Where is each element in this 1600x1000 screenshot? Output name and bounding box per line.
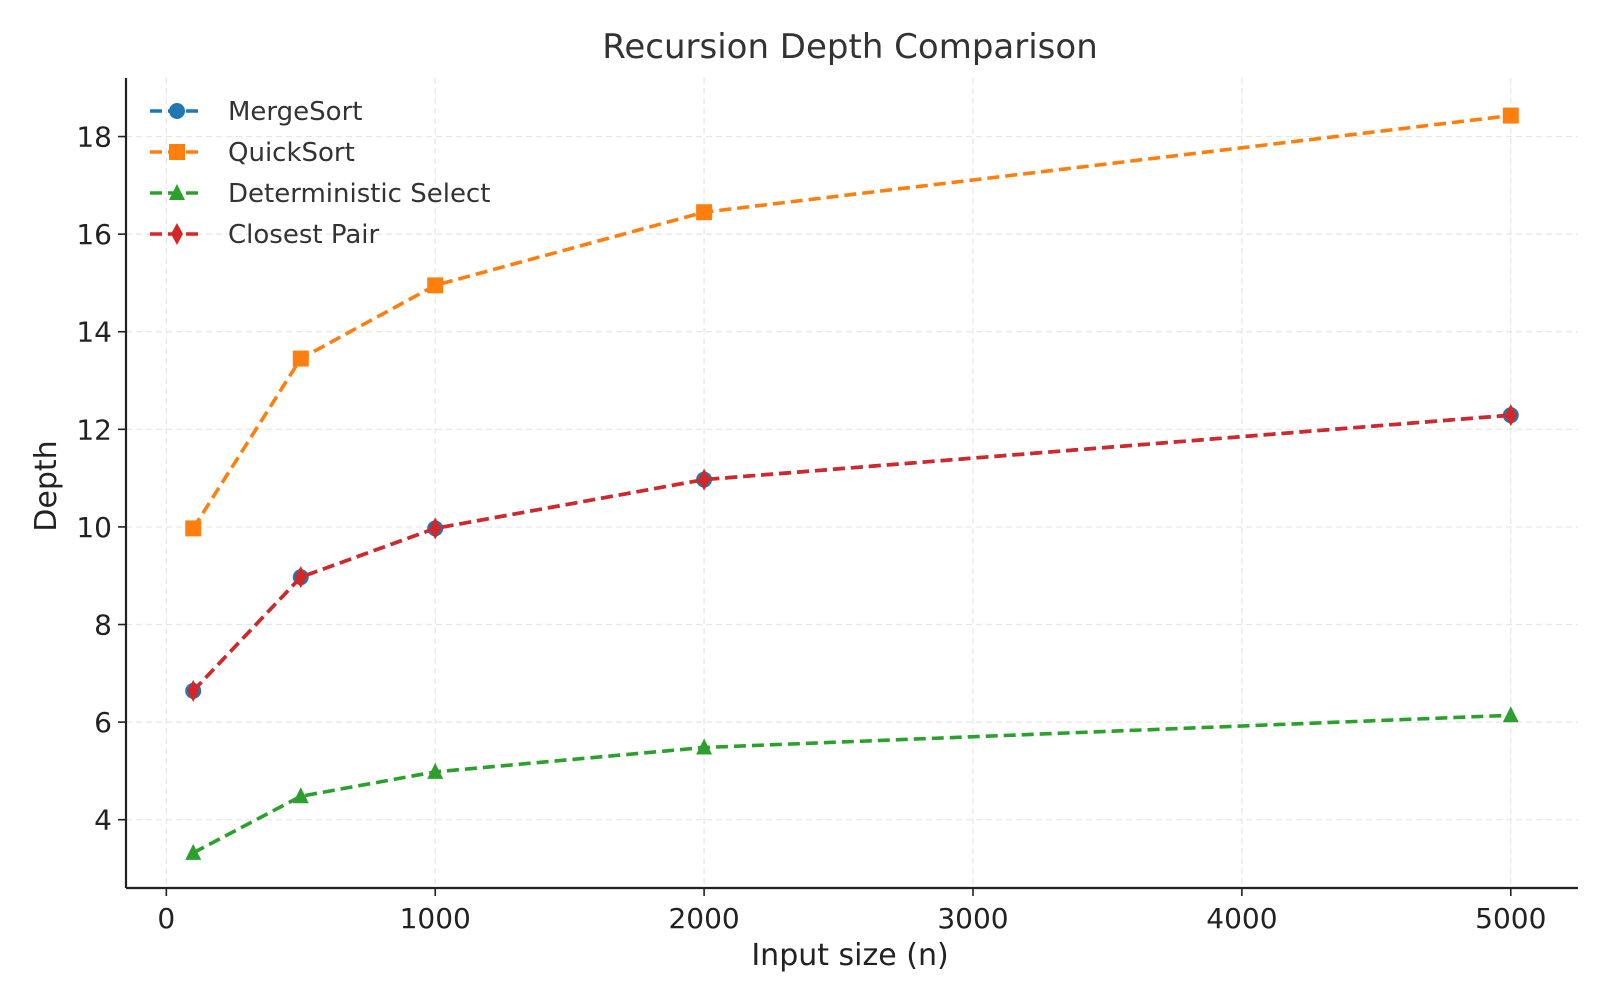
data-point-quicksort [1502,107,1519,124]
x-tick-label: 1000 [400,902,471,935]
data-point-deterministic-select [1502,706,1519,723]
data-point-quicksort [696,204,713,221]
data-point-deterministic-select [696,738,713,755]
legend-label-deterministic-select: Deterministic Select [228,179,490,209]
y-tick-label: 12 [76,413,112,446]
y-tick-label: 8 [94,609,112,642]
y-tick-label: 18 [76,121,112,154]
y-tick-label: 16 [76,218,112,251]
y-axis-label: Depth [29,440,64,531]
series-line-deterministic-select [192,713,1511,855]
legend-label-mergesort: MergeSort [228,97,362,127]
series-line-closest-pair [191,413,1511,693]
legend-marker-deterministic-select [169,184,185,200]
legend-item-closest-pair: Closest Pair [150,220,379,250]
data-point-quicksort [185,520,202,537]
series-line-quicksort [191,113,1511,530]
axes: 0 1000 2000 3000 4000 5000 4 6 8 10 12 14 16 18 [76,78,1578,935]
data-point-closest-pair [294,566,307,589]
data-point-deterministic-select [185,843,202,860]
y-tick-label: 14 [76,316,112,349]
legend-item-quicksort: QuickSort [150,138,355,168]
y-tick-label: 6 [94,706,112,739]
x-tick-label: 0 [157,902,175,935]
x-tick-label: 2000 [668,902,739,935]
x-tick-label: 4000 [1206,902,1277,935]
legend: MergeSort QuickSort Deterministic Select Cl… [150,97,490,250]
series-deterministic-select [185,706,1519,860]
data-point-closest-pair [429,517,442,540]
legend-marker-quicksort [169,144,185,160]
data-point-closest-pair [1504,404,1517,427]
legend-label-quicksort: QuickSort [228,138,355,168]
legend-marker-closest-pair [171,223,183,245]
series-quicksort [185,107,1519,537]
legend-item-mergesort: MergeSort [150,97,362,127]
y-tick-label: 4 [94,804,112,837]
legend-marker-mergesort [169,103,185,119]
series-line-mergesort [191,413,1511,693]
data-point-closest-pair [698,468,711,491]
data-point-quicksort [427,277,444,294]
legend-label-closest-pair: Closest Pair [228,220,379,250]
data-point-deterministic-select [292,787,309,804]
series-mergesort [185,407,1519,699]
series-closest-pair [187,404,1517,702]
x-axis-label: Input size (n) [751,938,948,973]
series-layer [185,107,1519,860]
chart-title: Recursion Depth Comparison [602,27,1098,67]
data-point-quicksort [292,350,309,367]
y-tick-label: 10 [76,511,112,544]
x-tick-label: 5000 [1475,902,1546,935]
data-point-deterministic-select [427,762,444,779]
legend-item-deterministic-select: Deterministic Select [150,179,490,209]
x-tick-label: 3000 [937,902,1008,935]
data-point-closest-pair [187,679,200,702]
